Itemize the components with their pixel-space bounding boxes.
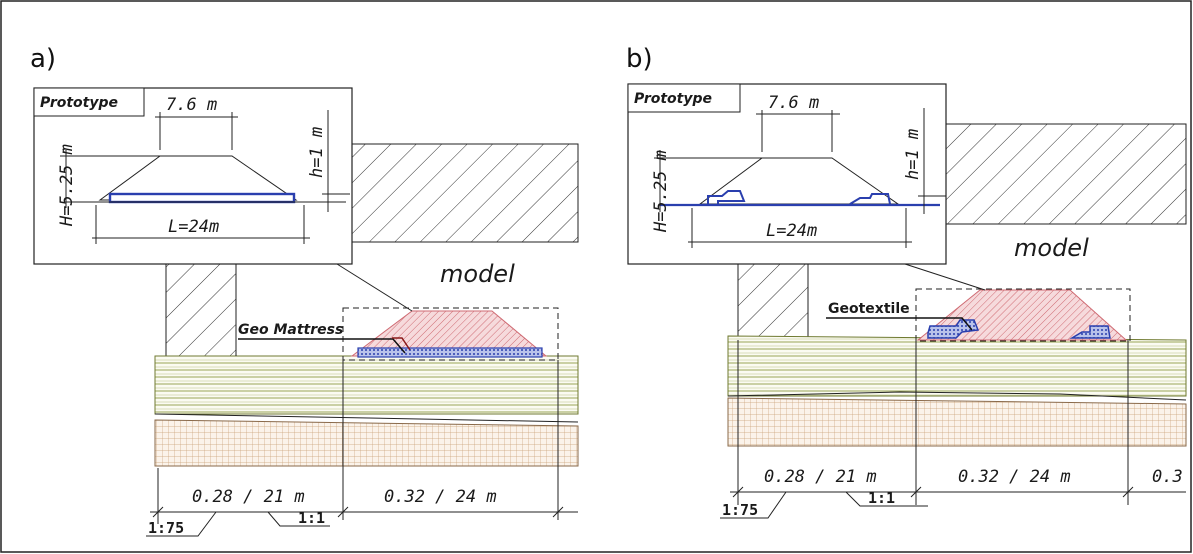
model-label-b: model: [1014, 234, 1089, 262]
model-region-b: [915, 288, 1131, 342]
layer-label-a: Geo Mattress: [238, 322, 343, 338]
model-label-a: model: [440, 260, 515, 288]
prototype-mattress-a: [108, 192, 296, 204]
height-H-a: H=5.25 m: [57, 144, 77, 227]
geotextile-right-b: [1069, 325, 1111, 339]
height-h-a: h=1 m: [307, 127, 327, 178]
dim-left-a: 0.28 / 21 m: [192, 487, 305, 507]
prototype-geotextile-right-b: [849, 193, 891, 205]
length-L-a: L=24m: [168, 217, 219, 237]
dim-right-b: 0.32 / 24 m: [958, 467, 1071, 487]
model-region-a: [342, 307, 559, 361]
scale-prototype-b: 1:75: [722, 501, 758, 519]
panel-label-a: a): [30, 44, 57, 74]
clay-layer-a: [154, 419, 579, 467]
clay-layer-b: [727, 397, 1187, 447]
dim-right-a: 0.32 / 24 m: [384, 487, 497, 507]
length-L-b: L=24m: [766, 221, 817, 241]
scale-model-b: 1:1: [868, 489, 895, 507]
crest-width-a: 7.6 m: [166, 95, 217, 115]
geotextile-left-b: [927, 319, 980, 339]
panel-b: [720, 123, 1187, 519]
dim-far-b: 0.3: [1152, 467, 1183, 487]
prototype-label-b: Prototype: [634, 91, 712, 107]
panel-label-b: b): [626, 44, 653, 74]
wall-block-b: [945, 123, 1187, 225]
height-H-b: H=5.25 m: [651, 150, 671, 233]
prototype-inset-b: [627, 83, 947, 265]
prototype-inset-a: [33, 87, 353, 265]
geo-mattress-a: [357, 347, 543, 358]
height-h-b: h=1 m: [903, 129, 923, 180]
scale-model-a: 1:1: [298, 509, 325, 527]
layer-label-b: Geotextile: [828, 301, 910, 317]
panel-a: [146, 143, 579, 537]
dim-left-b: 0.28 / 21 m: [764, 467, 877, 487]
sand-layer-a: [154, 355, 579, 415]
prototype-geotextile-left-b: [707, 190, 746, 204]
scale-prototype-a: 1:75: [148, 519, 184, 537]
sand-layer-b: [727, 335, 1187, 397]
crest-width-b: 7.6 m: [768, 93, 819, 113]
wall-block-a: [351, 143, 579, 243]
prototype-label-a: Prototype: [40, 95, 118, 111]
